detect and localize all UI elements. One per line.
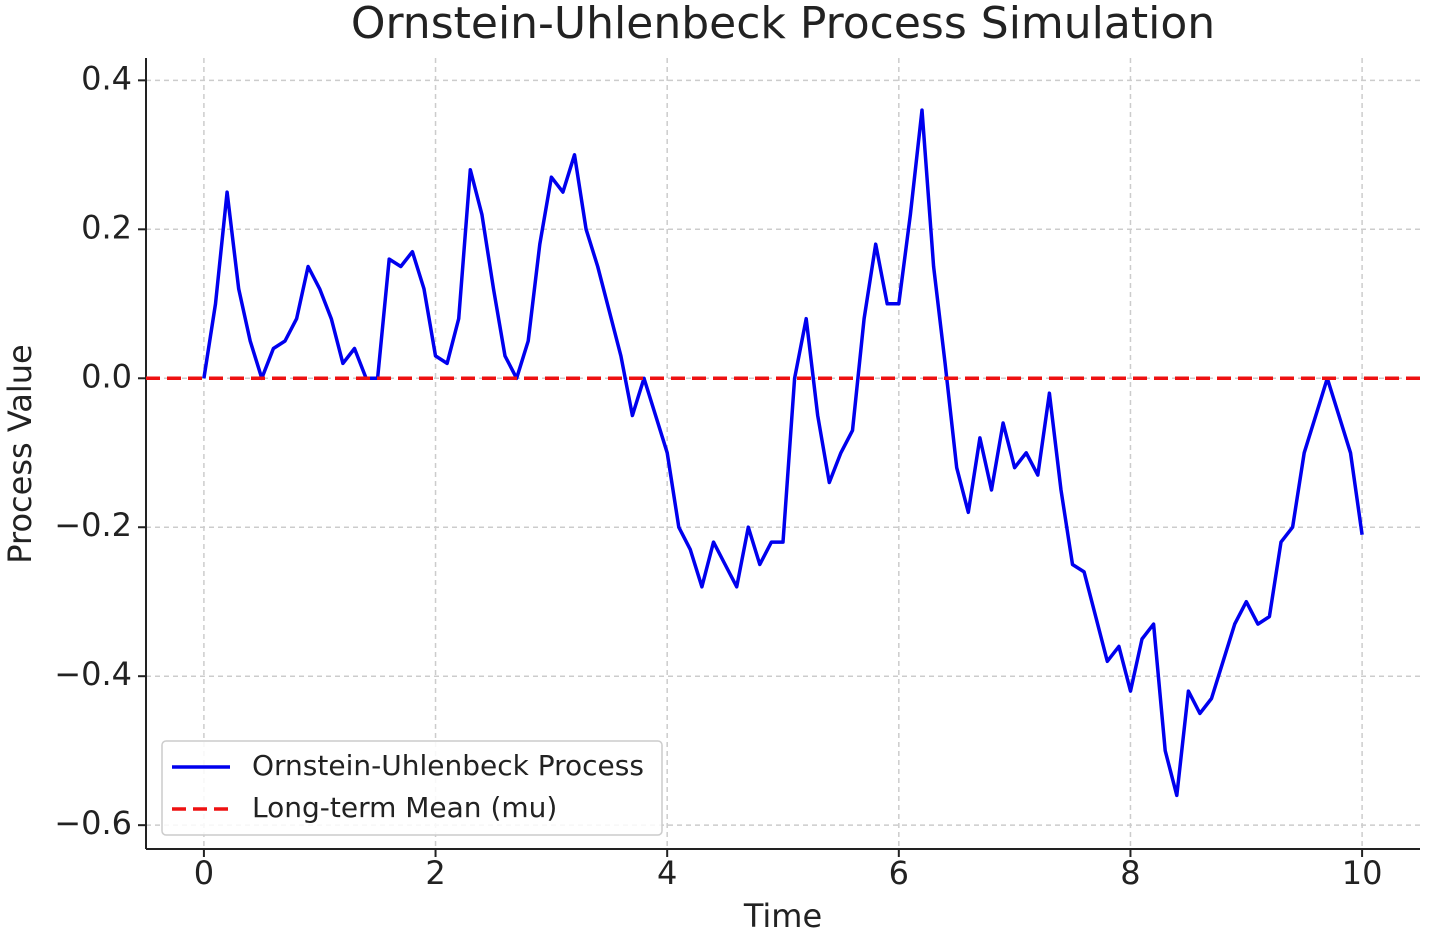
x-tick-label: 6 [889, 854, 909, 892]
y-tick-label: 0.0 [81, 357, 132, 395]
y-axis-label: Process Value [1, 344, 39, 563]
x-axis-label: Time [743, 897, 822, 935]
x-tick-label: 4 [657, 854, 677, 892]
x-tick-label: 2 [425, 854, 445, 892]
legend-label: Long-term Mean (mu) [252, 791, 557, 824]
x-tick-label: 8 [1120, 854, 1140, 892]
legend-box [161, 740, 663, 836]
y-tick-label: 0.4 [81, 59, 132, 97]
x-tick-label: 10 [1342, 854, 1383, 892]
y-tick-label: −0.4 [54, 655, 132, 693]
y-tick-label: 0.2 [81, 208, 132, 246]
y-tick-label: −0.6 [54, 804, 132, 842]
chart-title: Ornstein-Uhlenbeck Process Simulation [351, 0, 1215, 49]
x-tick-label: 0 [194, 854, 214, 892]
legend-label: Ornstein-Uhlenbeck Process [252, 749, 644, 782]
y-tick-label: −0.2 [54, 506, 132, 544]
line-series [202, 108, 1364, 798]
